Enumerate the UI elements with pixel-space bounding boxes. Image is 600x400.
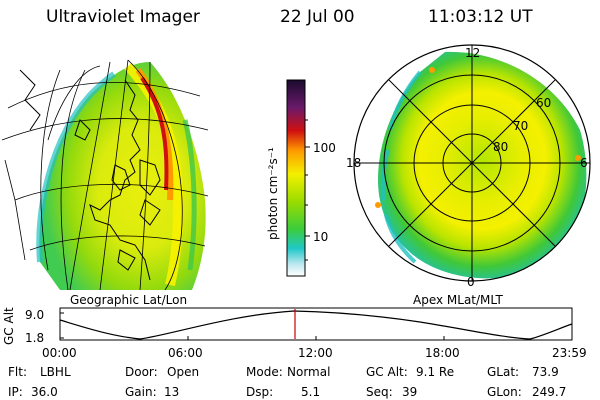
seq-value: 39 bbox=[402, 385, 418, 399]
mlt-label-18: 18 bbox=[346, 156, 362, 170]
ip-value: 36.0 bbox=[31, 385, 58, 399]
mlat-label-70: 70 bbox=[513, 119, 529, 133]
glon-value: 249.7 bbox=[532, 385, 567, 399]
orbit-xtick-2359: 23:59 bbox=[552, 346, 587, 360]
orbit-ytick-9: 9.0 bbox=[25, 308, 45, 322]
color-scale-bar bbox=[286, 79, 310, 277]
date-label: 22 Jul 00 bbox=[280, 7, 355, 27]
right-panel-caption: Apex MLat/MLT bbox=[413, 293, 503, 307]
orbit-xtick-1800: 18:00 bbox=[425, 346, 460, 360]
glon-label: GLon: bbox=[487, 385, 522, 399]
mode-label: Mode: bbox=[246, 365, 283, 379]
door-value: Open bbox=[167, 365, 200, 379]
mlat-label-60: 60 bbox=[536, 96, 552, 110]
geographic-image bbox=[1, 59, 209, 291]
time-label: 11:03:12 UT bbox=[428, 7, 533, 27]
polar-plot bbox=[353, 44, 591, 282]
glat-label: GLat: bbox=[487, 365, 520, 379]
app-title: Ultraviolet Imager bbox=[46, 7, 200, 27]
filter-label: Flt: bbox=[8, 365, 27, 379]
gain-label: Gain: bbox=[125, 385, 157, 399]
orbit-xtick-1200: 12:00 bbox=[298, 346, 333, 360]
orbit-ytick-1-8: 1.8 bbox=[25, 331, 45, 345]
colorbar-unit-label: photon cm⁻²s⁻¹ bbox=[266, 147, 280, 240]
orbit-xtick-0600: 06:00 bbox=[168, 346, 203, 360]
mode-value: Normal bbox=[287, 365, 331, 379]
colorbar-tick-100: 100 bbox=[313, 141, 336, 155]
orbit-xtick-0000: 00:00 bbox=[42, 346, 77, 360]
gain-value: 13 bbox=[164, 385, 180, 399]
glat-value: 73.9 bbox=[532, 365, 559, 379]
gc-alt-value: 9.1 Re bbox=[416, 365, 455, 379]
gc-alt-label: GC Alt: bbox=[366, 365, 408, 379]
ip-label: IP: bbox=[8, 385, 23, 399]
orbit-plot bbox=[59, 307, 573, 341]
colorbar-tick-10: 10 bbox=[313, 230, 329, 244]
dsp-value: 5.1 bbox=[301, 385, 321, 399]
left-panel-caption: Geographic Lat/Lon bbox=[70, 293, 188, 307]
mlt-label-0: 0 bbox=[467, 275, 475, 289]
orbit-axis-label: GC Alt bbox=[2, 307, 16, 345]
filter-value: LBHL bbox=[40, 365, 71, 379]
dsp-label: Dsp: bbox=[246, 385, 274, 399]
seq-label: Seq: bbox=[366, 385, 393, 399]
mlt-label-12: 12 bbox=[465, 46, 481, 60]
mlat-label-80: 80 bbox=[493, 140, 509, 154]
mlt-label-6: 6 bbox=[580, 156, 588, 170]
door-label: Door: bbox=[125, 365, 158, 379]
